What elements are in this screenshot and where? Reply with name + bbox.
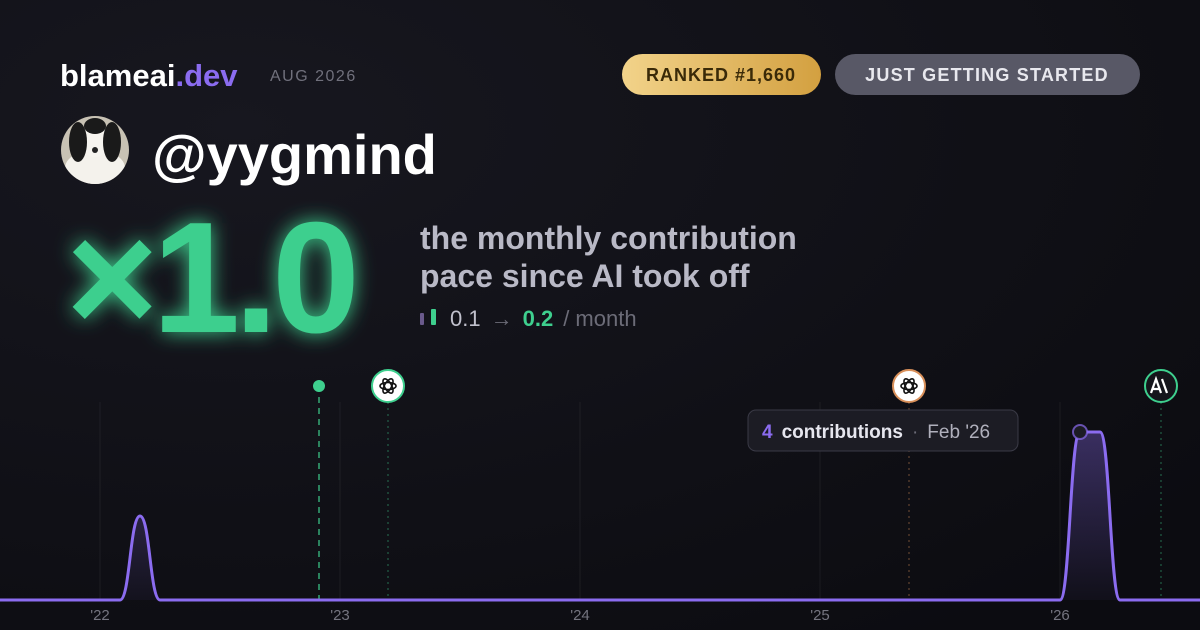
level-badge [835, 54, 1140, 95]
multiplier: ×1.0 [66, 190, 354, 366]
rank-badge [622, 54, 821, 95]
event-icon [371, 369, 405, 403]
pace-after: 0.2 [523, 306, 554, 331]
event-icon [1144, 369, 1178, 403]
pace-icon [431, 309, 436, 325]
period: AUG 2026 [270, 68, 357, 85]
rank-badge-text: RANKED #1,660 [646, 65, 796, 85]
plot [0, 424, 1200, 602]
pace-arrow: → [491, 306, 513, 331]
description-line: pace since AI took off [420, 258, 750, 294]
tooltip-value: 4 [762, 422, 773, 443]
pace: 0.1 → 0.2 / month [450, 306, 637, 331]
avatar [61, 116, 129, 184]
pace-unit: / month [563, 306, 636, 331]
x-tick-label: '24 [570, 607, 590, 624]
level-badge-text: JUST GETTING STARTED [865, 65, 1109, 85]
x-tick-label: '22 [90, 607, 110, 624]
tooltip-label: contributions [782, 422, 903, 443]
brand-suffix: .dev [175, 58, 238, 93]
x-tick-label: '23 [330, 607, 350, 624]
x-tick-label: '26 [1050, 607, 1070, 624]
tooltip-date: Feb '26 [927, 422, 990, 443]
tooltip-separator: · [912, 422, 918, 443]
grid: '22 '23 '24 '25 '26 [90, 402, 1070, 624]
tooltip-text: 4 contributions · Feb '26 [762, 422, 990, 443]
hover-point [1072, 424, 1088, 440]
pace-before: 0.1 [450, 306, 481, 331]
area [0, 432, 1200, 600]
tooltip [747, 409, 1019, 452]
handle: @yygmind [152, 123, 437, 186]
pace-icon [420, 313, 424, 325]
event-icon [892, 369, 926, 403]
brand: blameai.dev [60, 58, 238, 93]
event-dot [313, 380, 325, 392]
line [0, 430, 1200, 602]
x-tick-label: '25 [810, 607, 830, 624]
description-line: the monthly contribution [420, 220, 797, 256]
brand-name: blameai [60, 58, 175, 93]
